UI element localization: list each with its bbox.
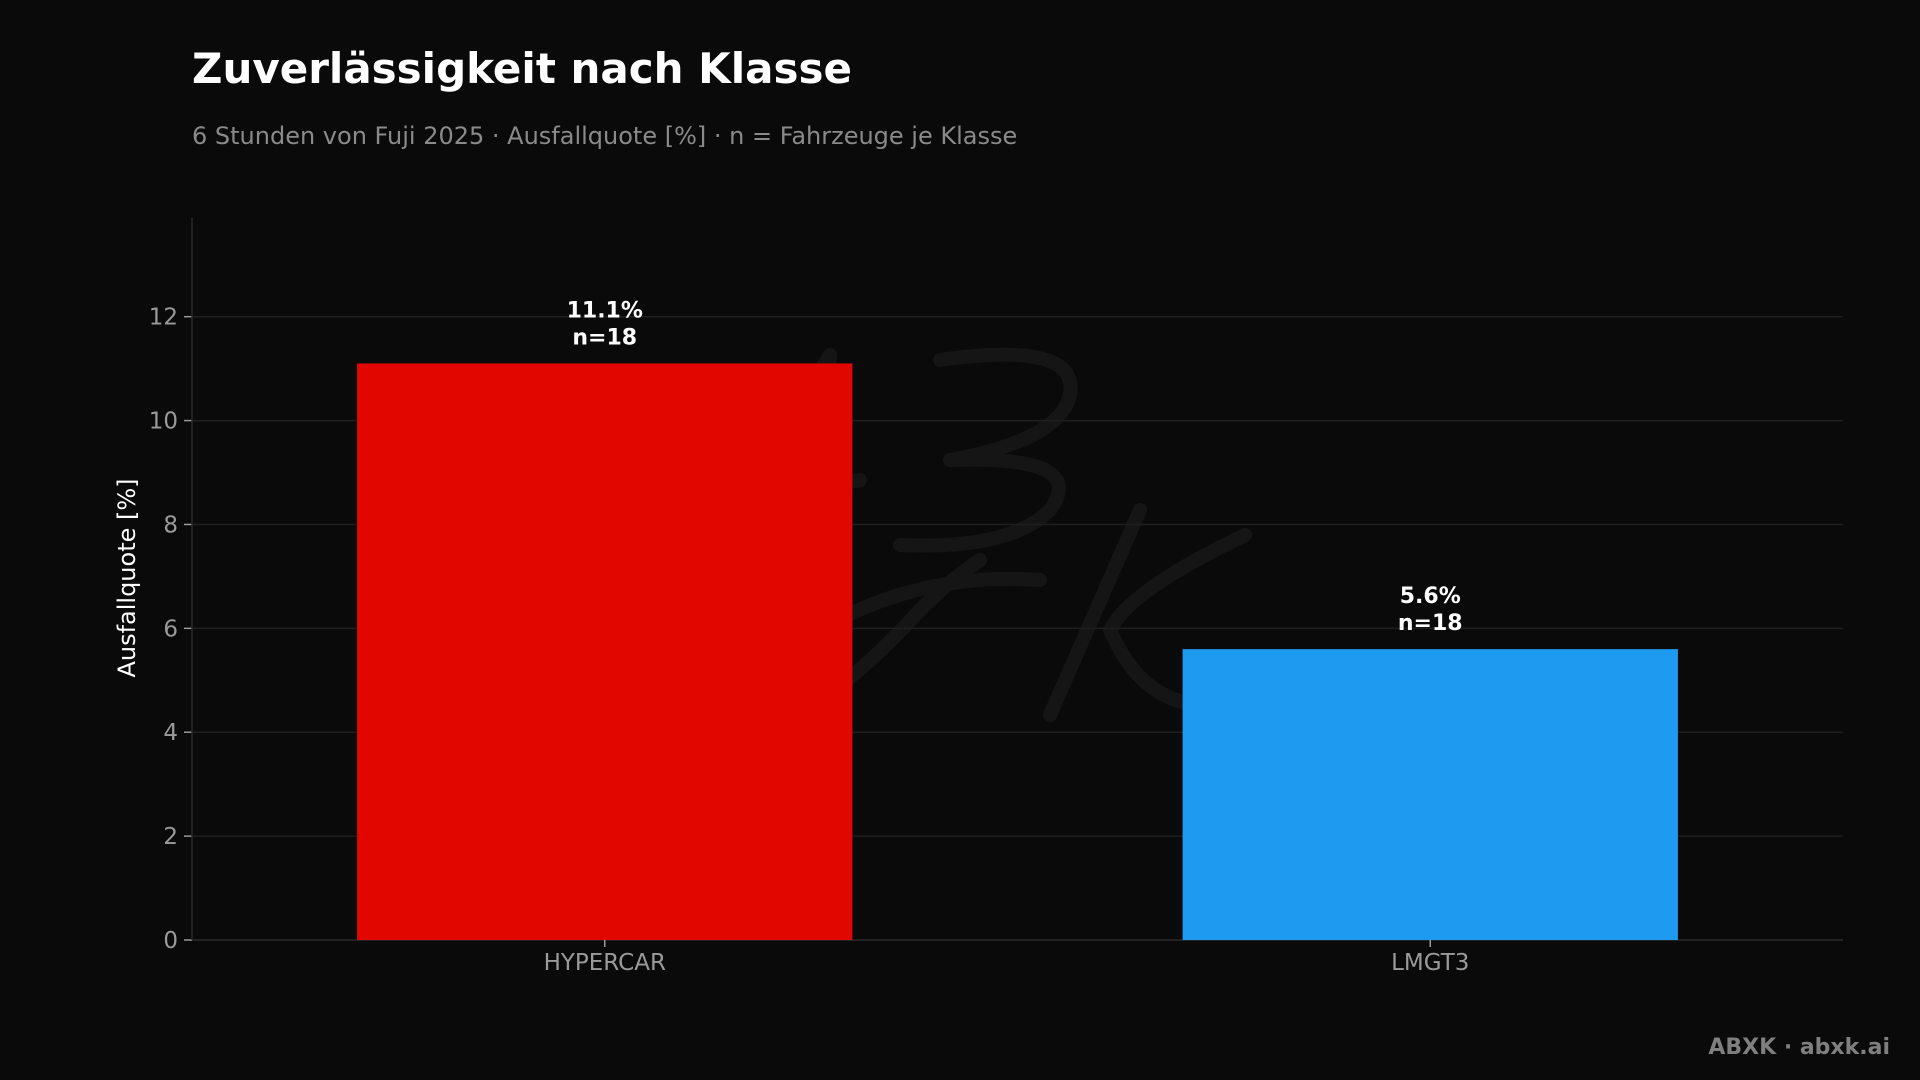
x-tick-label: HYPERCAR — [544, 950, 666, 976]
bar-count-label: n=18 — [572, 325, 637, 350]
bars — [357, 363, 1678, 940]
bar-value-label: 5.6% — [1400, 584, 1461, 609]
y-tick-label: 2 — [163, 824, 178, 850]
y-tick-label: 12 — [149, 305, 178, 331]
y-axis-label: Ausfallquote [%] — [113, 478, 141, 677]
y-tick-label: 10 — [149, 409, 178, 435]
y-tick-label: 0 — [163, 928, 178, 954]
bar-lmgt3 — [1182, 649, 1678, 940]
x-tick-label: LMGT3 — [1391, 950, 1469, 976]
y-tick-label: 6 — [163, 616, 178, 642]
chart-subtitle: 6 Stunden von Fuji 2025 · Ausfallquote [… — [192, 122, 1018, 150]
y-tick-label: 4 — [163, 720, 178, 746]
footer-credit: ABXK · abxk.ai — [1708, 1035, 1890, 1060]
chart-title: Zuverlässigkeit nach Klasse — [192, 44, 852, 93]
bar-count-label: n=18 — [1398, 611, 1463, 636]
y-tick-label: 8 — [163, 512, 178, 538]
bar-value-label: 11.1% — [567, 298, 643, 323]
bar-hypercar — [357, 363, 853, 940]
data-labels: 11.1%n=185.6%n=18 — [567, 298, 1463, 636]
